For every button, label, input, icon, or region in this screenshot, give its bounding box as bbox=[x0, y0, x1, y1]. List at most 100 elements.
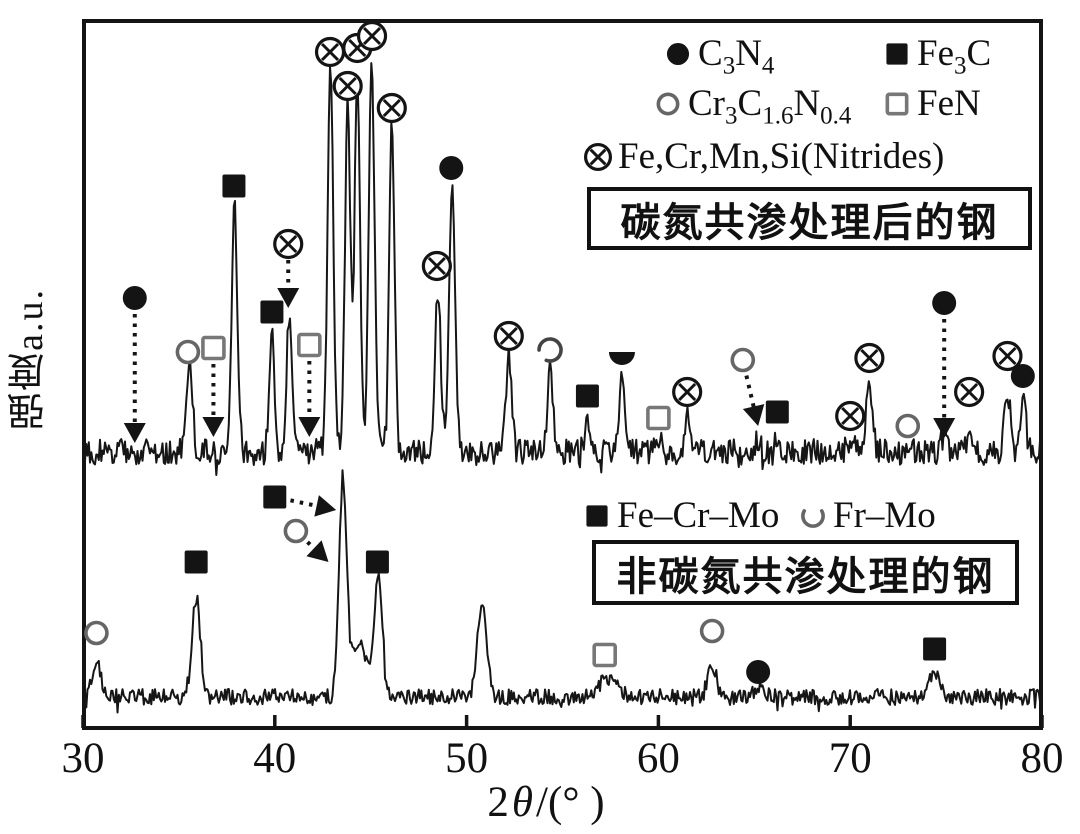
phase-marker-open-square bbox=[201, 335, 226, 361]
phase-marker-filled-square bbox=[184, 550, 208, 574]
crossed-circle-shape bbox=[320, 42, 340, 62]
marker-arrowhead bbox=[277, 288, 300, 308]
open-square-shape bbox=[592, 642, 617, 668]
open-circle-shape bbox=[175, 339, 201, 365]
x-tick-label: 30 bbox=[61, 735, 105, 782]
legend-item-filled-square: Fe3C bbox=[880, 32, 992, 80]
open-circle-icon bbox=[656, 92, 680, 115]
legend-item-crossed-circle: Fe,Cr,Mn,Si(Nitrides) bbox=[581, 135, 944, 178]
marker-arrowhead bbox=[123, 423, 146, 443]
legend-item-label: Fe–Cr–Mo bbox=[617, 495, 780, 536]
phase-marker-open-arc bbox=[537, 337, 563, 363]
phase-marker-filled-square bbox=[260, 300, 284, 324]
phase-marker-filled-semicircle bbox=[608, 352, 635, 365]
phase-marker-open-square bbox=[592, 642, 617, 668]
marker-arrow bbox=[290, 498, 321, 509]
plot-border bbox=[82, 19, 1043, 730]
crossed-circle-shape bbox=[338, 76, 357, 96]
filled-square-shape bbox=[260, 300, 284, 324]
open-square-shape bbox=[646, 405, 671, 431]
sample-label-carbonitrided: 碳氮共渗处理后的钢 bbox=[587, 187, 1032, 250]
open-square-shape bbox=[297, 332, 322, 358]
open-square-shape bbox=[885, 92, 909, 115]
phase-marker-filled-square bbox=[575, 384, 599, 408]
crossed-circle-shape bbox=[960, 382, 979, 402]
open-circle-shape bbox=[699, 618, 725, 644]
phase-marker-filled-circle bbox=[122, 286, 147, 310]
crossed-circle-icon bbox=[583, 142, 613, 171]
phase-marker-filled-circle bbox=[439, 156, 464, 180]
filled-square-shape bbox=[765, 400, 789, 424]
phase-marker-open-circle bbox=[895, 413, 921, 439]
open-circle-shape bbox=[283, 518, 309, 544]
phase-marker-filled-square bbox=[222, 174, 246, 198]
phase-marker-filled-square bbox=[765, 400, 789, 424]
filled-square-shape bbox=[263, 485, 287, 509]
marker-arrowhead bbox=[742, 404, 765, 426]
crossed-circle-shape bbox=[998, 346, 1017, 366]
phase-marker-crossed-circle bbox=[273, 228, 304, 260]
phase-marker-crossed-circle bbox=[356, 20, 388, 52]
legend-item-label: Fr–Mo bbox=[833, 495, 936, 536]
x-tick-label: 70 bbox=[828, 735, 872, 782]
filled-square-shape bbox=[586, 504, 608, 527]
legend-item-label: Fe,Cr,Mn,Si(Nitrides) bbox=[618, 136, 945, 177]
legend-item-label: Cr3C1.6N0.4 bbox=[688, 83, 852, 130]
crossed-circle-shape bbox=[678, 382, 697, 402]
open-circle-shape bbox=[656, 92, 680, 115]
crossed-circle-shape bbox=[362, 26, 382, 46]
phase-marker-open-circle bbox=[175, 339, 201, 365]
open-square-shape bbox=[201, 335, 226, 361]
filled-square-shape bbox=[923, 637, 947, 661]
sample-label-untreated: 非碳氮共渗处理的钢 bbox=[592, 540, 1019, 605]
crossed-circle-shape bbox=[841, 406, 860, 426]
marker-arrowhead bbox=[306, 540, 329, 562]
legend-item-open-circle: Cr3C1.6N0.4 bbox=[651, 82, 852, 130]
y-axis-label: 强度a.u. bbox=[9, 288, 51, 431]
x-axis-label-prefix: 2 bbox=[487, 779, 509, 826]
legend-item-label: C3N4 bbox=[698, 33, 775, 80]
crossed-circle-shape bbox=[860, 348, 879, 368]
filled-square-shape bbox=[365, 550, 389, 574]
crossed-circle-shape bbox=[427, 256, 446, 276]
x-tick-label: 60 bbox=[636, 735, 680, 782]
phase-marker-open-square bbox=[297, 332, 322, 358]
filled-square-shape bbox=[222, 174, 246, 198]
phase-marker-open-square bbox=[646, 405, 671, 431]
filled-circle-shape bbox=[932, 291, 957, 315]
phase-marker-open-circle bbox=[730, 347, 756, 373]
filled-square-icon bbox=[586, 504, 608, 527]
legend-item-open-square: FeN bbox=[880, 82, 981, 125]
marker-arrowhead bbox=[933, 418, 956, 438]
open-circle-shape bbox=[895, 413, 921, 439]
phase-marker-filled-circle bbox=[746, 660, 771, 684]
filled-circle-shape bbox=[122, 286, 147, 310]
legend-item-label: Fe3C bbox=[917, 33, 992, 80]
filled-circle-shape bbox=[1010, 364, 1035, 388]
open-circle-shape bbox=[84, 620, 109, 646]
phase-marker-crossed-circle bbox=[332, 70, 363, 102]
xrd-trace-1 bbox=[84, 469, 1041, 714]
phase-marker-filled-square bbox=[263, 485, 287, 509]
x-tick-label: 40 bbox=[253, 735, 297, 782]
phase-marker-crossed-circle bbox=[954, 376, 985, 408]
filled-circle-shape bbox=[746, 660, 771, 684]
crossed-circle-shape bbox=[589, 148, 607, 165]
marker-arrowhead bbox=[298, 417, 321, 437]
phase-marker-crossed-circle bbox=[992, 340, 1023, 372]
filled-square-shape bbox=[575, 384, 599, 408]
open-square-icon bbox=[885, 92, 909, 115]
filled-square-shape bbox=[184, 550, 208, 574]
x-axis-label-unit: /(° ) bbox=[536, 779, 605, 826]
open-arc-up-icon bbox=[801, 508, 825, 528]
filled-circle-icon bbox=[666, 42, 690, 65]
open-circle-shape bbox=[730, 347, 756, 373]
marker-arrowhead bbox=[314, 495, 337, 517]
open-arc-up-shape bbox=[801, 508, 825, 528]
phase-marker-filled-square bbox=[923, 637, 947, 661]
x-axis-label-theta: θ bbox=[511, 779, 534, 826]
legend-item-open-arc-up: Fr–Mo bbox=[796, 494, 936, 537]
phase-marker-crossed-circle bbox=[314, 36, 346, 68]
phase-marker-open-circle bbox=[699, 618, 725, 644]
